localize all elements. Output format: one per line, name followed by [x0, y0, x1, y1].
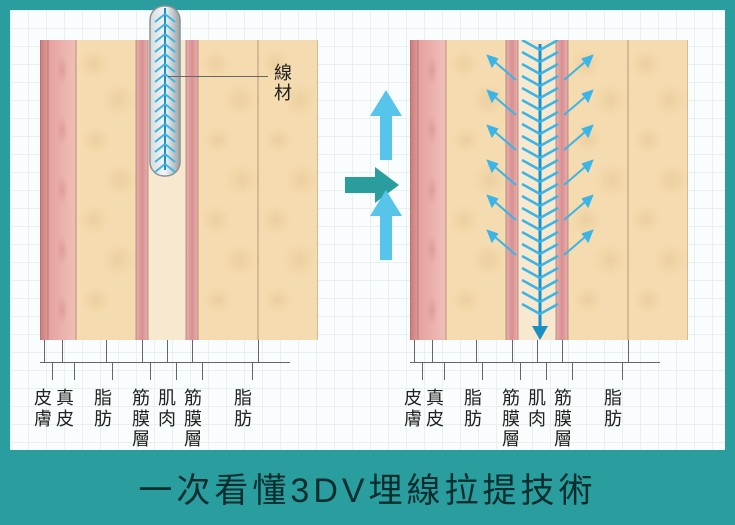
layer-label: 皮膚 — [34, 388, 52, 429]
layer-label: 真皮 — [56, 388, 74, 429]
label-tick — [142, 340, 143, 362]
lift-arrow-up-1-icon — [370, 90, 402, 160]
label-tick — [628, 340, 629, 362]
tissue-layer-dermis — [418, 40, 446, 340]
layer-label: 肌肉 — [158, 388, 176, 429]
page-title: 一次看懂3DV埋線拉提技術 — [138, 463, 596, 512]
layer-label: 筋膜層 — [132, 388, 150, 450]
label-tick — [258, 340, 259, 362]
panel-before: 線 材 — [40, 40, 325, 340]
tissue-layer-skin — [40, 40, 48, 340]
thread-label-l2: 材 — [274, 84, 292, 104]
layer-label: 脂肪 — [234, 388, 252, 429]
tissue-layer-fat — [198, 40, 258, 340]
label-tick — [167, 340, 168, 362]
label-tick — [62, 340, 63, 362]
layer-label: 筋膜層 — [502, 388, 520, 450]
needle-with-thread — [140, 2, 190, 202]
layer-label: 脂肪 — [464, 388, 482, 429]
label-tick — [432, 340, 433, 362]
layer-label: 筋膜層 — [554, 388, 572, 450]
thread-label: 線 材 — [274, 64, 292, 104]
label-tick — [476, 340, 477, 362]
label-tick — [537, 340, 538, 362]
label-tick — [414, 340, 415, 362]
label-tick — [44, 340, 45, 362]
tissue-layer-skin — [410, 40, 418, 340]
label-tick — [562, 340, 563, 362]
layer-label: 筋膜層 — [184, 388, 202, 450]
panel-after — [410, 40, 695, 340]
layer-label: 脂肪 — [604, 388, 622, 429]
footer-bar: 一次看懂3DV埋線拉提技術 — [0, 450, 735, 525]
layer-label: 皮膚 — [404, 388, 422, 429]
layer-label: 真皮 — [426, 388, 444, 429]
layer-label: 肌肉 — [528, 388, 546, 429]
deployed-thread — [470, 40, 610, 340]
thread-label-l1: 線 — [274, 64, 292, 84]
layer-label: 脂肪 — [94, 388, 112, 429]
tissue-layer-fat — [628, 40, 688, 340]
tissue-layer-fat — [76, 40, 136, 340]
label-tick — [106, 340, 107, 362]
label-tick — [512, 340, 513, 362]
lift-arrow-up-2-icon — [370, 190, 402, 260]
thread-callout-line — [168, 76, 268, 77]
tissue-layer-dermis — [48, 40, 76, 340]
label-tick — [192, 340, 193, 362]
